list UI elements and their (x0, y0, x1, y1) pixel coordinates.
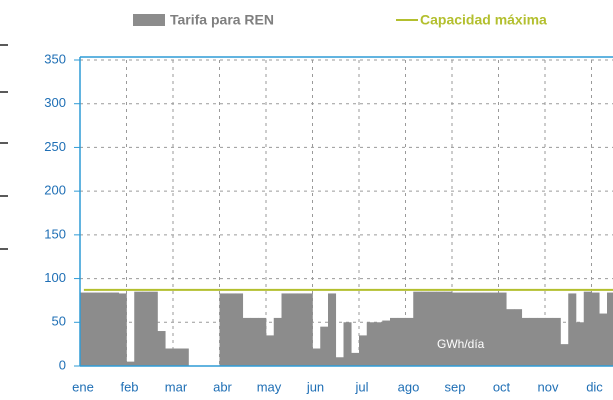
area-step (157, 331, 166, 366)
area-step (413, 291, 422, 366)
area-step (366, 322, 375, 366)
area-step (537, 317, 546, 366)
area-step (297, 293, 306, 366)
x-tick-label: jul (354, 379, 368, 394)
area-step (134, 291, 143, 366)
area-step (343, 322, 352, 366)
area-step (126, 361, 135, 366)
area-step (304, 293, 313, 366)
y-tick-label: 300 (44, 95, 66, 110)
x-tick-label: abr (213, 379, 232, 394)
area-step (80, 292, 89, 366)
area-step (467, 292, 476, 366)
cut-off-axis (0, 44, 8, 250)
area-step (320, 326, 329, 366)
area-step (490, 292, 499, 366)
area-step (250, 317, 259, 366)
x-tick-label: dic (586, 379, 603, 394)
area-step (273, 317, 282, 366)
area-step (328, 293, 337, 366)
y-tick-label: 250 (44, 139, 66, 154)
annotation: GWh/día (437, 337, 485, 351)
area-step (351, 352, 360, 366)
area-step (312, 348, 321, 366)
area-step (591, 292, 600, 366)
x-tick-label: may (257, 379, 282, 394)
area-step (560, 344, 569, 366)
area-step (111, 292, 120, 366)
area-step (583, 291, 592, 366)
area-step (235, 293, 244, 366)
area-step (599, 313, 608, 366)
area-step (219, 293, 228, 366)
area-step (87, 292, 96, 366)
area-step (149, 291, 158, 366)
area-step (266, 335, 275, 366)
area-step (552, 317, 561, 366)
area-step (397, 317, 406, 366)
area-step (258, 317, 267, 366)
area-step (436, 291, 445, 366)
area-step (459, 292, 468, 366)
area-step (390, 317, 399, 366)
area-step (483, 292, 492, 366)
area-step (475, 292, 484, 366)
area-step (173, 348, 182, 366)
area-step (165, 348, 174, 366)
area-step (428, 291, 437, 366)
legend-swatch (133, 14, 165, 26)
area-step (452, 292, 461, 366)
area-step (242, 317, 251, 366)
x-tick-label: mar (165, 379, 188, 394)
x-tick-label: oct (493, 379, 511, 394)
area-step (529, 317, 538, 366)
area-step (180, 348, 189, 366)
area-step (498, 292, 507, 366)
area-step (521, 317, 530, 366)
area-step (227, 293, 236, 366)
area-step (506, 309, 515, 366)
area-step (576, 322, 585, 366)
y-tick-label: 350 (44, 51, 66, 66)
x-tick-label: feb (120, 379, 138, 394)
x-tick-label: ene (72, 379, 94, 394)
y-tick-label: 0 (59, 357, 66, 372)
area-step (514, 309, 523, 366)
area-step (444, 291, 453, 366)
area-step (421, 291, 430, 366)
x-tick-label: nov (538, 379, 559, 394)
area-step (103, 292, 112, 366)
x-tick-label: sep (445, 379, 466, 394)
y-tick-label: 100 (44, 270, 66, 285)
area-step (281, 293, 290, 366)
area-step (118, 293, 127, 366)
area-step (289, 293, 298, 366)
area-step (359, 335, 368, 366)
area-step (335, 357, 344, 366)
x-tick-label: ago (398, 379, 420, 394)
x-tick-label: jun (306, 379, 324, 394)
area-step (568, 293, 577, 366)
legend-label: Capacidad máxima (420, 12, 547, 28)
area-step (374, 322, 383, 366)
area-step (95, 292, 104, 366)
y-tick-label: 50 (52, 314, 66, 329)
area-step (405, 317, 414, 366)
y-tick-label: 200 (44, 183, 66, 198)
area-step (382, 320, 391, 366)
legend-label: Tarifa para REN (170, 12, 274, 28)
area-step (545, 317, 554, 366)
area-step (607, 292, 613, 366)
area-step (142, 291, 151, 366)
y-tick-label: 150 (44, 226, 66, 241)
